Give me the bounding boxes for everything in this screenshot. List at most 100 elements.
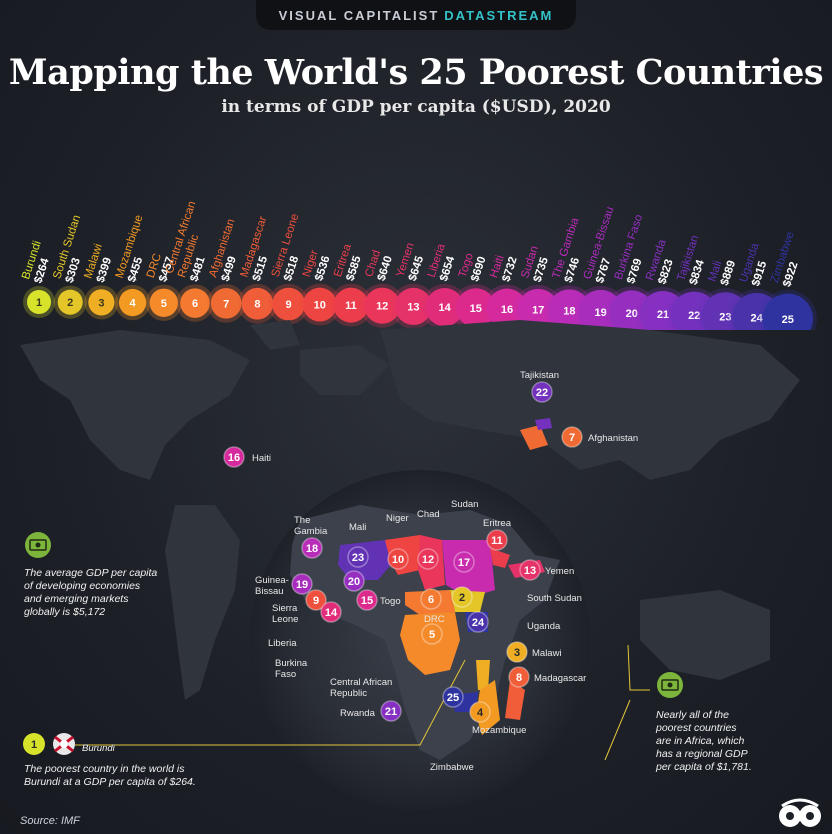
bubble [517,288,559,330]
poorest-note: The poorest country in the world is Burun… [24,763,196,788]
rank-number: 10 [314,300,326,312]
rank-bubble-16: 16 [482,284,532,330]
map-marker-21: 21 [380,700,402,722]
map-marker-14: 14 [320,601,342,623]
rank-number: 13 [407,301,419,313]
burundi-marker: 1 [23,733,75,755]
map-marker-12: 12 [417,548,439,570]
marker-dot [451,586,473,608]
map-label-liberia: Liberia [268,638,297,649]
marker-dot [343,570,365,592]
map-markers: 22 Tajikistan 7 Afghanistan 16 Haiti 18 The Gamb… [223,370,638,773]
marker-dot [387,548,409,570]
stream-name: DATASTREAM [444,7,554,23]
marker-number: 19 [296,579,308,591]
marker-dot [420,588,442,610]
marker-number: 13 [524,565,536,577]
marker-dot [467,611,489,633]
tajikistan-shape [535,418,552,430]
rank-number: 20 [626,308,638,320]
marker-number: 14 [325,607,338,619]
bubble [149,288,178,317]
rank-bubble-5: 5 [145,284,182,321]
map-marker-19: 19 [291,573,313,595]
map-label-tajikistan: Tajikistan [520,370,559,381]
marker-number: 15 [361,595,373,607]
eritrea-shape [490,548,510,568]
marker-dot [421,623,443,645]
map-label-afghanistan: Afghanistan [588,433,638,444]
rank-bubble-8: 8 [237,283,278,324]
bubble [762,293,813,330]
afghanistan-shape [520,425,548,450]
map-label-madagascar: Madagascar [534,673,586,684]
map-label-drc: DRC [424,614,445,625]
marker-number: 8 [516,672,522,684]
marker-dot [486,529,508,551]
rank-number: 12 [376,301,388,313]
bubble [272,287,305,321]
bubble [333,287,369,323]
bubble [548,289,591,330]
rank-number: 16 [501,304,513,316]
rank-bubble-9: 9 [268,283,309,325]
bubble [57,289,83,315]
bubble [88,289,115,316]
bubble [210,288,242,319]
map-label-mozambique: Mozambique [472,725,526,736]
marker-dot [301,537,323,559]
rank-number: 3 [98,297,104,309]
bubble [394,287,432,325]
bubble [27,290,51,314]
marker-dot [519,559,541,581]
marker-number: 22 [536,387,548,399]
map-marker-4: 4 [469,701,491,723]
map-label-guinea_bissau: Guinea-Bissau [255,575,289,597]
map-label-burkina_faso: Burkina Faso [275,658,308,680]
marker-number: 2 [459,592,465,604]
marker-dot [291,573,313,595]
map-marker-25: 25 [442,686,464,708]
map-marker-5: 5 [421,623,443,645]
map-marker-17: 17 [453,551,475,573]
map-label-chad: Chad [417,509,440,520]
marker-number: 24 [472,617,485,629]
page-title: Mapping the World's 25 Poorest Countries [8,52,824,93]
rank-bubble-1: 1 [23,286,55,318]
map-marker-18: 18 [301,537,323,559]
world-landmass [20,320,800,700]
rank-number: 24 [750,313,763,325]
map-label-sudan: Sudan [451,499,478,510]
marker-dot [531,381,553,403]
map-label-rwanda: Rwanda [340,708,376,719]
map-marker-16: 16 [223,446,245,468]
rank-bubble-14: 14 [421,283,468,330]
marker-number: 23 [352,552,364,564]
map-marker-3: 3 [506,641,528,663]
marker-number: 4 [477,707,484,719]
rank-bubble-6: 6 [176,284,214,322]
bubble [302,287,337,322]
marker-dot [561,426,583,448]
marker-number: 21 [385,706,397,718]
map-label-south_sudan: South Sudan [527,593,582,604]
rank-bubble-4: 4 [114,284,151,321]
map-label-zimbabwe: Zimbabwe [430,762,474,773]
rank-bubble-18: 18 [544,285,595,330]
rank-bubble-25: 25 [758,289,817,330]
map-marker-10: 10 [387,548,409,570]
rank-number: 25 [782,314,794,326]
map-marker-9: 9 [305,589,327,611]
marker-dot [506,641,528,663]
map-marker-23: 23 [347,546,369,568]
map-marker-13: 13 [519,559,541,581]
rank-bubble-11: 11 [329,283,373,327]
malawi-shape [476,660,490,690]
marker-dot [223,446,245,468]
marker-dot [469,701,491,723]
map-label-gambia: The Gambia [294,515,328,537]
bubble [118,288,147,317]
bubble [486,288,528,330]
map-marker-22: 22 [531,381,553,403]
